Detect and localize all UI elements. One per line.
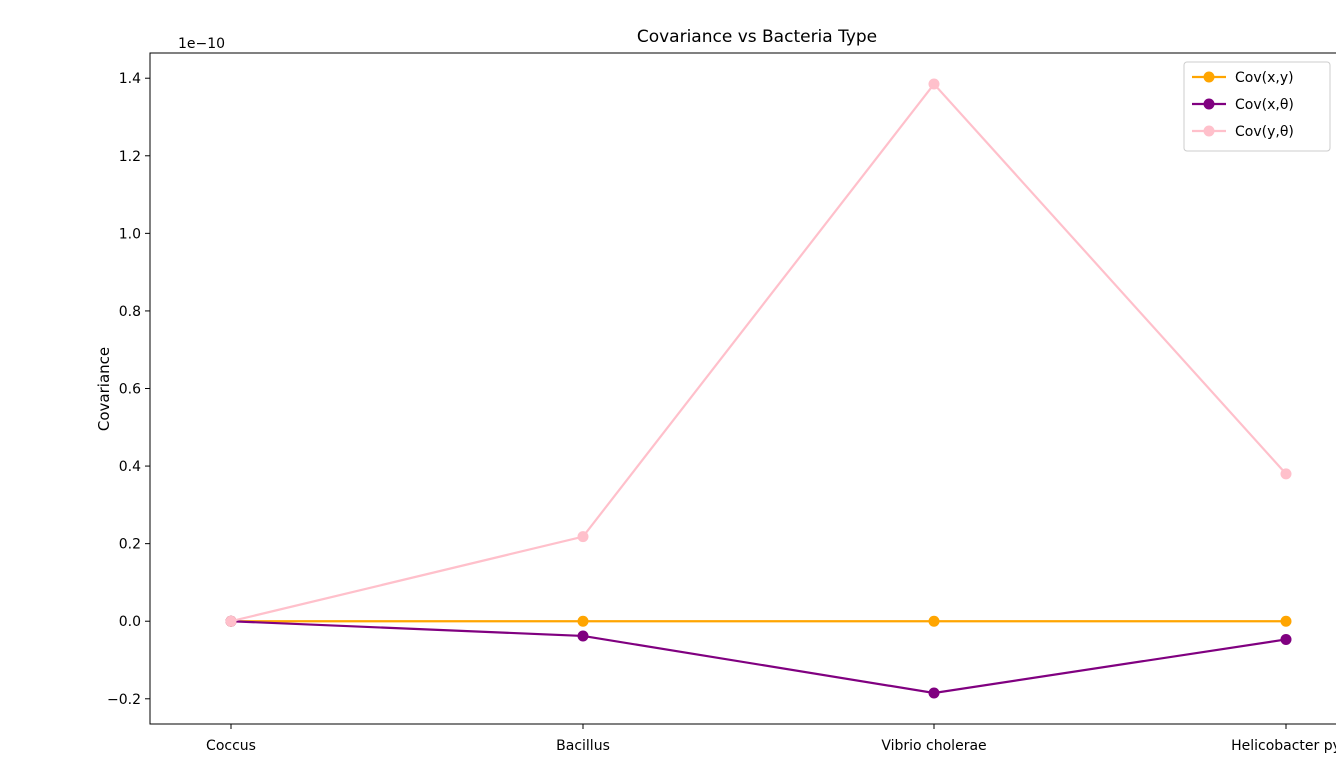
data-point: [1280, 468, 1292, 480]
legend-marker-3: [1203, 125, 1215, 137]
y-tick-label: 1.2: [119, 149, 141, 165]
y-tick-label: 0.2: [119, 537, 141, 553]
data-point: [577, 615, 589, 627]
y-tick-label: 0.0: [119, 614, 141, 630]
data-point: [928, 687, 940, 699]
legend-box: [1183, 61, 1331, 152]
series-line-3: [230, 82, 1287, 623]
y-multiplier-label: 1e−10: [178, 36, 225, 52]
data-point: [577, 531, 589, 543]
x-tick-label: Helicobacter py: [1231, 738, 1336, 754]
legend-marker-1: [1203, 71, 1215, 83]
y-tick-label: 1.4: [119, 71, 141, 87]
y-axis-label: Covariance: [95, 347, 113, 431]
data-point: [1280, 615, 1292, 627]
legend: Cov(x,y) Cov(x,θ) Cov(y,θ): [1183, 61, 1331, 152]
plot-frame: [149, 52, 1336, 725]
legend-label-1: Cov(x,y): [1235, 70, 1294, 86]
y-tick-label: 0.4: [119, 459, 141, 475]
data-point: [577, 630, 589, 642]
x-axis: Coccus Bacillus Vibrio cholerae Helicobacte…: [206, 724, 1336, 754]
y-tick-label: 1.0: [119, 226, 141, 242]
data-point: [225, 615, 237, 627]
x-tick-label: Coccus: [206, 738, 256, 754]
chart-title: Covariance vs Bacteria Type: [637, 27, 877, 47]
x-tick-label: Vibrio cholerae: [881, 738, 986, 754]
y-tick-label: −0.2: [107, 692, 141, 708]
legend-label-3: Cov(y,θ): [1235, 124, 1294, 140]
series-line-2: [230, 620, 1287, 695]
legend-label-2: Cov(x,θ): [1235, 97, 1294, 113]
plot-area: [225, 78, 1292, 699]
y-tick-label: 0.6: [119, 382, 141, 398]
y-axis: −0.2 0.0 0.2 0.4 0.6 0.8 1.0 1.2 1.4: [107, 71, 150, 708]
data-point: [1280, 633, 1292, 645]
data-point: [928, 615, 940, 627]
y-tick-label: 0.8: [119, 304, 141, 320]
legend-marker-2: [1203, 98, 1215, 110]
x-tick-label: Bacillus: [556, 738, 610, 754]
data-point: [928, 78, 940, 90]
